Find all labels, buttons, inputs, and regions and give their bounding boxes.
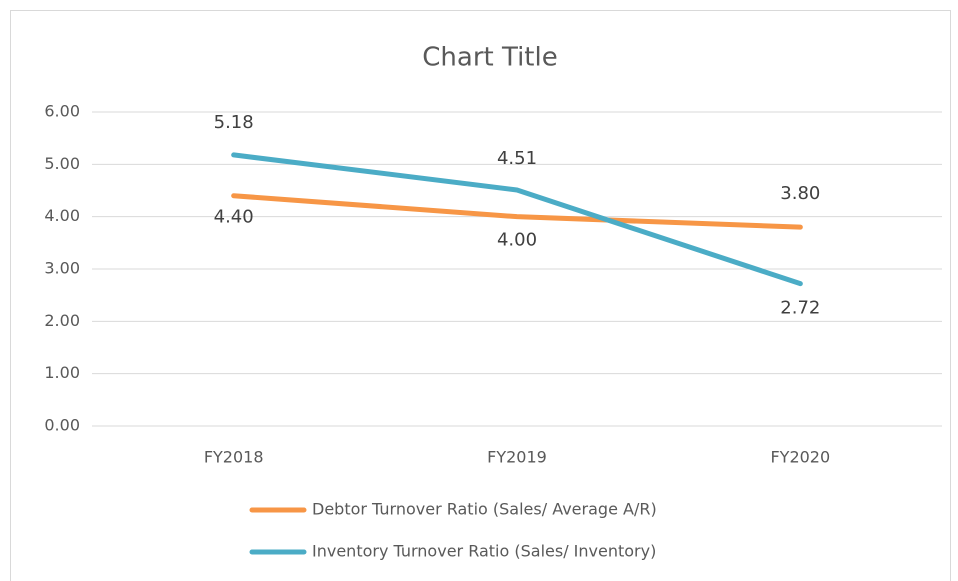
- series-line: [231, 152, 803, 287]
- y-tick-label: 1.00: [44, 363, 80, 382]
- y-tick-label: 6.00: [44, 102, 80, 121]
- data-label: 4.51: [497, 148, 537, 169]
- data-label: 2.72: [780, 298, 820, 319]
- series-line: [231, 193, 803, 230]
- data-label: 4.40: [214, 207, 254, 228]
- x-tick-label: FY2019: [487, 448, 547, 467]
- y-tick-label: 2.00: [44, 311, 80, 330]
- chart-border: [10, 10, 951, 581]
- chart-title: Chart Title: [422, 43, 557, 73]
- x-tick-label: FY2020: [770, 448, 830, 467]
- legend-label: Debtor Turnover Ratio (Sales/ Average A/…: [312, 500, 657, 519]
- data-label: 3.80: [780, 183, 820, 204]
- y-tick-label: 5.00: [44, 154, 80, 173]
- data-label: 4.00: [497, 230, 537, 251]
- legend-label: Inventory Turnover Ratio (Sales/ Invento…: [312, 542, 656, 561]
- data-label: 5.18: [214, 112, 254, 133]
- y-tick-label: 3.00: [44, 259, 80, 278]
- y-tick-label: 4.00: [44, 206, 80, 225]
- x-tick-label: FY2018: [204, 448, 264, 467]
- y-tick-label: 0.00: [44, 416, 80, 435]
